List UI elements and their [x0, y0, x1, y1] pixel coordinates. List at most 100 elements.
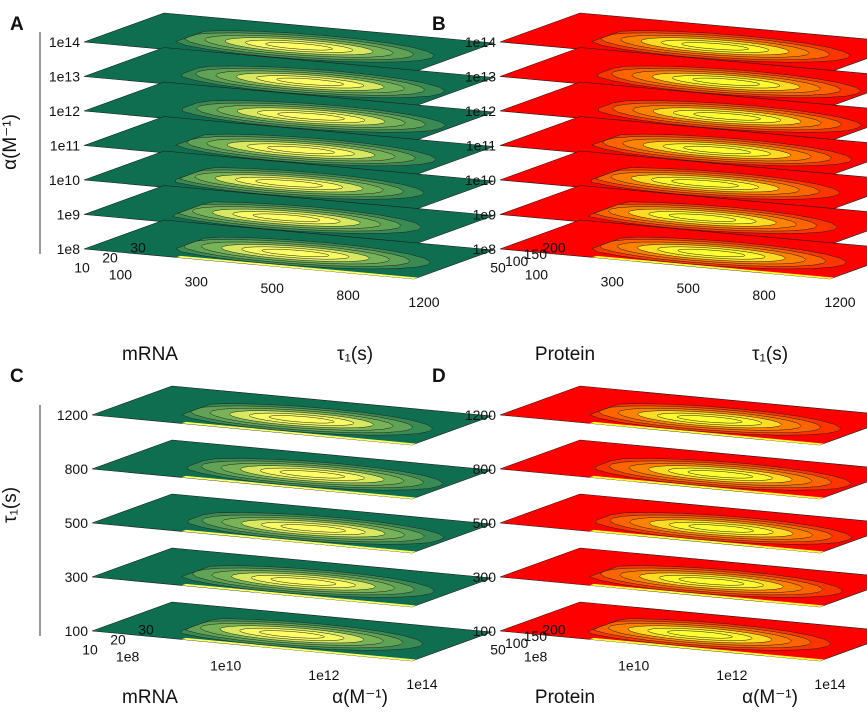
layer-tick-label: 1e8 [473, 241, 497, 257]
layer-800: 800 [65, 439, 493, 500]
depth-tick-label: 10 [82, 642, 98, 658]
panel-letter: B [432, 14, 446, 35]
contour-band [668, 213, 737, 222]
layer-tick-label: 1200 [57, 407, 88, 423]
layer-edge-strip [181, 529, 416, 553]
x-tick-label: 800 [336, 287, 360, 303]
layer-1e8: 1e8 [57, 219, 495, 280]
layer-tick-label: 800 [65, 461, 89, 477]
layer-edge-strip [592, 255, 834, 279]
layer-edge-strip [181, 637, 416, 661]
layer-100: 100 [65, 601, 493, 662]
contour-band [688, 524, 755, 533]
contour-band [681, 42, 749, 51]
layer-tick-label: 500 [473, 515, 497, 531]
layer-tick-label: 800 [473, 461, 497, 477]
depth-tick-label: 20 [110, 632, 126, 648]
layer-tick-label: 500 [65, 515, 89, 531]
panel-letter: D [432, 366, 446, 387]
x-tick-label: 1e8 [524, 648, 548, 664]
layer-edge-strip [176, 255, 418, 279]
depth-axis-title: mRNA [122, 687, 178, 708]
x-tick-label: 1e10 [210, 658, 241, 674]
layer-tick-label: 1e13 [49, 69, 80, 85]
depth-tick-label: 200 [542, 621, 566, 637]
layer-tick-label: 300 [473, 569, 497, 585]
depth-tick-label: 100 [505, 253, 529, 269]
layer-edge-strip [181, 421, 416, 445]
depth-tick-label: 150 [524, 246, 548, 262]
contour-band [280, 524, 347, 533]
depth-tick-label: 50 [490, 642, 506, 658]
panel-letter: C [10, 366, 24, 387]
contour-band [265, 42, 333, 51]
layer-tick-label: 1e12 [49, 103, 80, 119]
layer-tick-label: 100 [65, 623, 89, 639]
x-axis-title: α(M⁻¹) [332, 687, 388, 708]
x-axis-title: α(M⁻¹) [742, 687, 798, 708]
x-tick-label: 1200 [408, 294, 439, 310]
layer-tick-label: 1e9 [473, 207, 497, 223]
depth-axis-title: mRNA [122, 344, 178, 365]
layer-100: 100 [473, 601, 867, 662]
depth-tick-label: 10 [74, 260, 90, 276]
contour-band [692, 77, 761, 86]
contour-band [277, 112, 345, 121]
x-tick-label: 1200 [824, 294, 855, 310]
contour-band [252, 213, 321, 222]
contour-band [677, 248, 746, 257]
x-tick-label: 1e10 [618, 658, 649, 674]
layer-1e8: 1e8 [473, 219, 867, 280]
layer-tick-label: 1e14 [465, 34, 496, 50]
contour-band [258, 630, 325, 639]
x-tick-label: 500 [261, 280, 285, 296]
contour-band [267, 145, 335, 155]
contour-band [276, 77, 345, 86]
x-tick-label: 1e12 [716, 667, 747, 683]
layer-tick-label: 1e9 [57, 207, 81, 223]
contour-band [279, 470, 346, 479]
panel-letter: A [10, 14, 24, 35]
x-axis-title: τ₁(s) [752, 344, 788, 365]
contour-band [666, 630, 733, 639]
contour-band [687, 470, 754, 479]
layer-tick-label: 100 [473, 623, 497, 639]
layer-tick-label: 1e10 [49, 172, 80, 188]
layer-500: 500 [473, 493, 867, 554]
layer-tick-label: 1e11 [50, 138, 80, 154]
x-tick-label: 1e8 [116, 648, 140, 664]
contour-band [676, 415, 743, 424]
layer-axis-title: τ₁(s) [0, 487, 21, 523]
layer-300: 300 [473, 547, 867, 608]
layer-tick-label: 1e11 [466, 138, 496, 154]
contour-band [255, 179, 323, 188]
layer-tick-label: 1e14 [49, 34, 80, 50]
layer-edge-strip [589, 421, 824, 445]
x-tick-label: 300 [601, 273, 625, 289]
depth-axis-title: Protein [535, 687, 595, 708]
layer-axis-title: α(M⁻¹) [0, 114, 21, 170]
x-tick-label: 300 [185, 273, 209, 289]
layer-1200: 1200 [57, 385, 493, 446]
depth-tick-label: 100 [505, 635, 529, 651]
layer-800: 800 [473, 439, 867, 500]
layer-tick-label: 1e13 [465, 69, 496, 85]
depth-axis-title: Protein [535, 344, 595, 365]
x-tick-label: 800 [752, 287, 776, 303]
x-tick-label: 100 [525, 266, 549, 282]
layer-edge-strip [589, 637, 824, 661]
x-tick-label: 100 [109, 266, 133, 282]
layer-300: 300 [65, 547, 493, 608]
layer-edge-strip [589, 475, 824, 499]
layer-tick-label: 1e8 [57, 241, 81, 257]
contour-band [683, 145, 751, 155]
layer-500: 500 [65, 493, 493, 554]
depth-tick-label: 30 [130, 239, 146, 255]
depth-tick-label: 200 [542, 239, 566, 255]
x-tick-label: 500 [677, 280, 701, 296]
layer-tick-label: 1e12 [465, 103, 496, 119]
depth-tick-label: 50 [490, 260, 506, 276]
panel-a: Aα(M⁻¹) 1e14 1e13 1e12 1e11 1e10 1e9 1e8 30 20 10 m… [0, 12, 495, 365]
